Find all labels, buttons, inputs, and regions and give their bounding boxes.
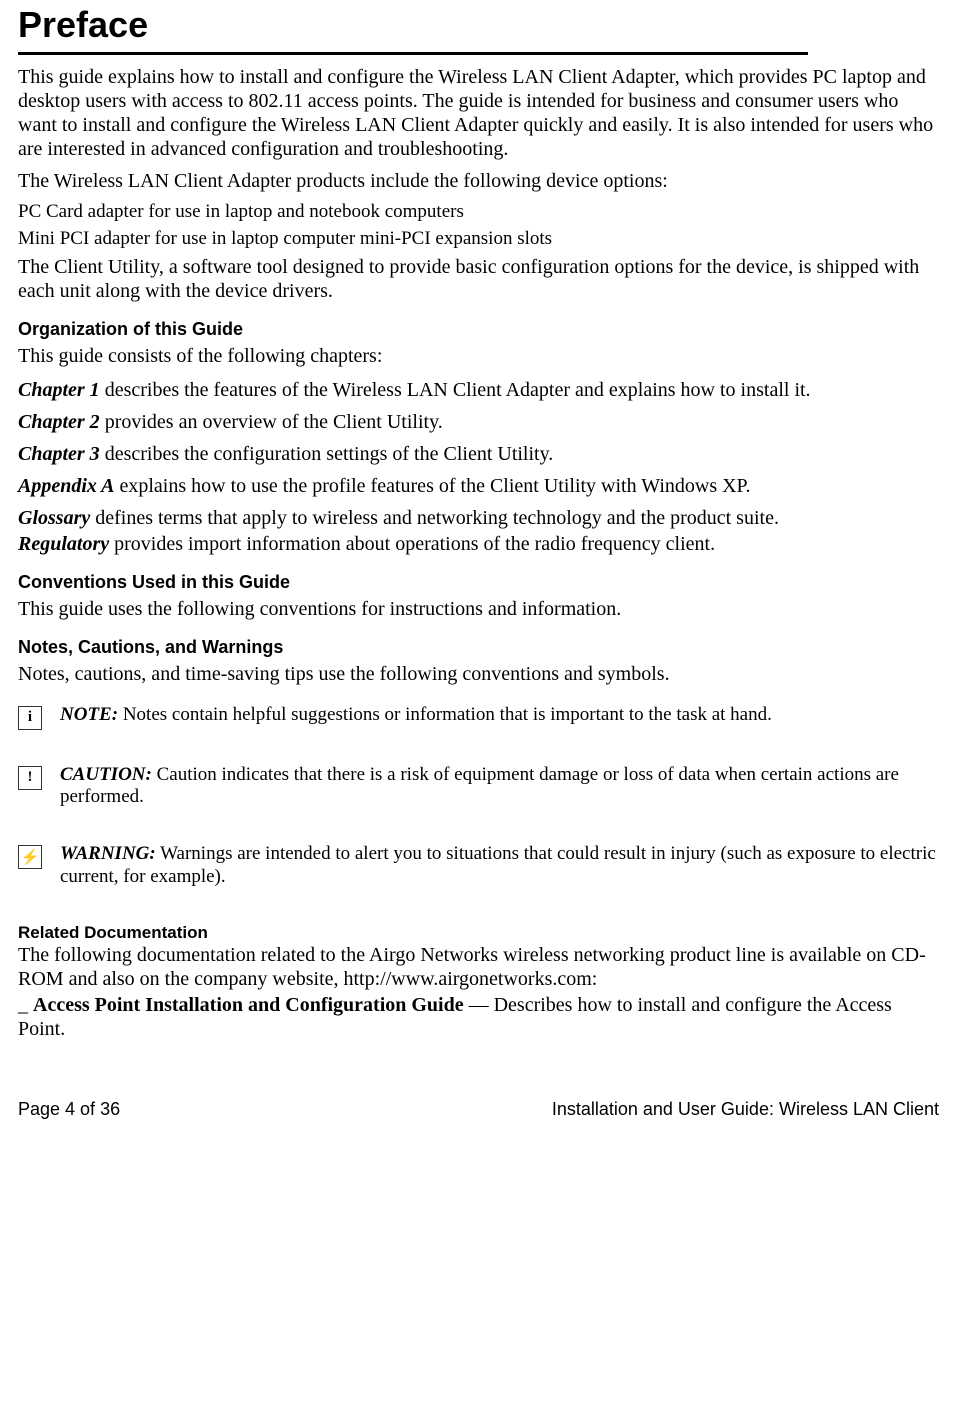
- warning-label: WARNING:: [60, 843, 156, 864]
- note-label: NOTE:: [60, 704, 118, 725]
- note-text: NOTE: Notes contain helpful suggestions …: [60, 704, 772, 727]
- caution-block: ! CAUTION: Caution indicates that there …: [18, 764, 939, 810]
- caution-text: CAUTION: Caution indicates that there is…: [60, 764, 939, 810]
- chapter-3-label: Chapter 3: [18, 443, 100, 465]
- glossary-text: defines terms that apply to wireless and…: [90, 507, 779, 529]
- notes-cautions-warnings-intro: Notes, cautions, and time-saving tips us…: [18, 662, 939, 686]
- chapter-1-label: Chapter 1: [18, 379, 100, 401]
- chapter-2-text: provides an overview of the Client Utili…: [100, 411, 443, 433]
- related-item-prefix: _: [18, 994, 33, 1016]
- warning-block: ⚡ WARNING: Warnings are intended to aler…: [18, 843, 939, 889]
- caution-icon: !: [18, 766, 42, 790]
- intro-paragraph: This guide explains how to install and c…: [18, 65, 939, 161]
- caution-label: CAUTION:: [60, 764, 152, 785]
- organization-intro: This guide consists of the following cha…: [18, 344, 939, 368]
- chapter-2-item: Chapter 2 provides an overview of the Cl…: [18, 410, 939, 434]
- regulatory-text: provides import information about operat…: [109, 533, 715, 555]
- chapter-list: Chapter 1 describes the features of the …: [18, 378, 939, 556]
- warning-icon: ⚡: [18, 845, 42, 869]
- title-divider: [18, 52, 808, 55]
- chapter-3-item: Chapter 3 describes the configuration se…: [18, 442, 939, 466]
- related-item-label: Access Point Installation and Configurat…: [33, 994, 464, 1016]
- warning-body: Warnings are intended to alert you to si…: [60, 843, 936, 887]
- page-title: Preface: [18, 4, 939, 46]
- product-option-2: Mini PCI adapter for use in laptop compu…: [18, 228, 939, 251]
- notes-cautions-warnings-header: Notes, Cautions, and Warnings: [18, 637, 939, 658]
- appendix-a-text: explains how to use the profile features…: [115, 475, 751, 497]
- footer-doc-title: Installation and User Guide: Wireless LA…: [552, 1099, 939, 1120]
- related-documentation-header: Related Documentation: [18, 923, 939, 943]
- note-body: Notes contain helpful suggestions or inf…: [118, 704, 772, 725]
- footer-page-number: Page 4 of 36: [18, 1099, 120, 1120]
- regulatory-item: Regulatory provides import information a…: [18, 532, 939, 556]
- chapter-1-item: Chapter 1 describes the features of the …: [18, 378, 939, 402]
- organization-header: Organization of this Guide: [18, 319, 939, 340]
- warning-text: WARNING: Warnings are intended to alert …: [60, 843, 939, 889]
- page-footer: Page 4 of 36 Installation and User Guide…: [18, 1049, 939, 1140]
- chapter-1-text: describes the features of the Wireless L…: [100, 379, 811, 401]
- appendix-a-label: Appendix A: [18, 475, 115, 497]
- products-intro: The Wireless LAN Client Adapter products…: [18, 169, 939, 193]
- glossary-label: Glossary: [18, 507, 90, 529]
- appendix-a-item: Appendix A explains how to use the profi…: [18, 474, 939, 498]
- chapter-2-label: Chapter 2: [18, 411, 100, 433]
- conventions-header: Conventions Used in this Guide: [18, 572, 939, 593]
- utility-paragraph: The Client Utility, a software tool desi…: [18, 255, 939, 303]
- chapter-3-text: describes the configuration settings of …: [100, 443, 554, 465]
- related-documentation-item: _ Access Point Installation and Configur…: [18, 993, 939, 1041]
- caution-body: Caution indicates that there is a risk o…: [60, 764, 899, 808]
- regulatory-label: Regulatory: [18, 533, 109, 555]
- conventions-intro: This guide uses the following convention…: [18, 597, 939, 621]
- note-block: i NOTE: Notes contain helpful suggestion…: [18, 704, 939, 730]
- product-option-1: PC Card adapter for use in laptop and no…: [18, 201, 939, 224]
- related-documentation-intro: The following documentation related to t…: [18, 943, 939, 991]
- info-icon: i: [18, 706, 42, 730]
- glossary-item: Glossary defines terms that apply to wir…: [18, 506, 939, 530]
